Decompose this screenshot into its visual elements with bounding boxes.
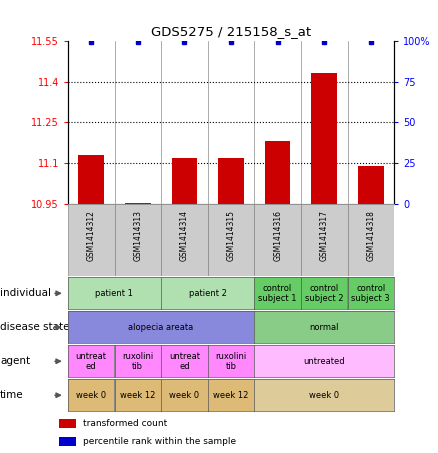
Text: GSM1414316: GSM1414316	[273, 210, 282, 260]
Text: untreat
ed: untreat ed	[169, 352, 200, 371]
FancyBboxPatch shape	[348, 204, 394, 276]
Text: week 12: week 12	[120, 391, 155, 400]
Text: time: time	[0, 390, 24, 400]
Bar	[172, 158, 197, 204]
Text: GSM1414315: GSM1414315	[226, 210, 236, 260]
Text: week 12: week 12	[213, 391, 249, 400]
Text: week 0: week 0	[309, 391, 339, 400]
Text: percentile rank within the sample: percentile rank within the sample	[83, 437, 237, 446]
Text: agent: agent	[0, 356, 30, 366]
Text: ruxolini
tib: ruxolini tib	[215, 352, 247, 371]
Text: GSM1414318: GSM1414318	[367, 210, 375, 260]
Bar	[59, 437, 76, 446]
Text: normal: normal	[309, 323, 339, 332]
Bar	[358, 166, 384, 204]
FancyBboxPatch shape	[68, 204, 114, 276]
Bar	[265, 141, 290, 204]
Text: untreated: untreated	[304, 357, 345, 366]
Text: ruxolini
tib: ruxolini tib	[122, 352, 153, 371]
Text: control
subject 2: control subject 2	[305, 284, 343, 303]
Text: GSM1414313: GSM1414313	[133, 210, 142, 260]
Bar	[311, 73, 337, 204]
Text: transformed count: transformed count	[83, 419, 167, 428]
Bar	[125, 203, 151, 204]
Text: control
subject 3: control subject 3	[351, 284, 390, 303]
FancyBboxPatch shape	[254, 204, 301, 276]
Text: alopecia areata: alopecia areata	[128, 323, 194, 332]
Text: individual: individual	[0, 288, 51, 299]
Text: week 0: week 0	[169, 391, 199, 400]
Text: patient 1: patient 1	[95, 289, 133, 298]
Text: GSM1414314: GSM1414314	[180, 210, 189, 260]
Text: GSM1414317: GSM1414317	[320, 210, 329, 260]
Text: untreat
ed: untreat ed	[76, 352, 106, 371]
FancyBboxPatch shape	[161, 204, 208, 276]
Text: patient 2: patient 2	[189, 289, 226, 298]
FancyBboxPatch shape	[301, 204, 348, 276]
Text: control
subject 1: control subject 1	[258, 284, 297, 303]
FancyBboxPatch shape	[114, 204, 161, 276]
Bar	[218, 158, 244, 204]
FancyBboxPatch shape	[208, 204, 254, 276]
Text: disease state: disease state	[0, 322, 70, 333]
Bar	[59, 419, 76, 428]
Title: GDS5275 / 215158_s_at: GDS5275 / 215158_s_at	[151, 25, 311, 38]
Text: week 0: week 0	[76, 391, 106, 400]
Bar	[78, 155, 104, 204]
Text: GSM1414312: GSM1414312	[87, 210, 95, 260]
